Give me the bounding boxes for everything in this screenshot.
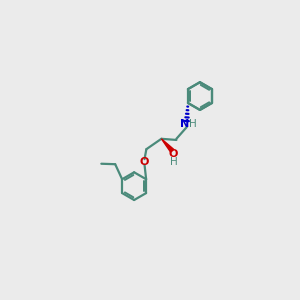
Polygon shape <box>161 139 174 152</box>
Text: O: O <box>140 157 149 167</box>
Text: N: N <box>180 119 190 129</box>
Text: O: O <box>169 148 178 159</box>
Text: H: H <box>170 157 178 167</box>
Text: H: H <box>189 119 197 130</box>
